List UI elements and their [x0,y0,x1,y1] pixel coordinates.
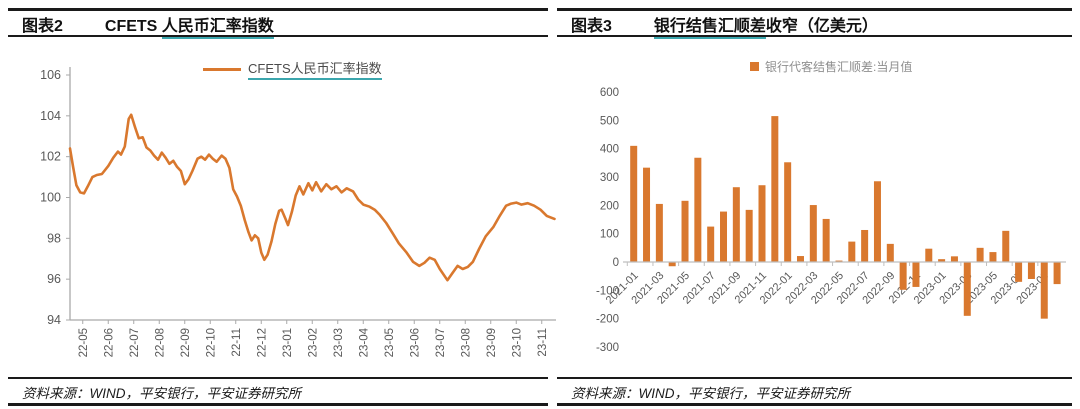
chart-header: 图表3 银行结售汇顺差收窄（亿美元） [571,12,878,39]
svg-text:23-08: 23-08 [460,328,472,357]
legend-line-swatch [203,67,241,71]
legend-square-swatch [750,62,759,71]
svg-text:400: 400 [600,144,619,156]
svg-text:200: 200 [600,200,619,212]
figure-title-underlined: 银行结售汇顺差 [653,18,766,39]
svg-text:104: 104 [40,109,61,123]
svg-text:102: 102 [40,150,61,164]
fx-settlement-bar-chart: 6005004003002001000-100-200-3002021-0120… [596,87,1066,354]
svg-text:22-08: 22-08 [154,328,166,357]
source-note: 资料来源：WIND，平安银行，平安证券研究所 [571,386,850,401]
figure-tag: 图表3 [571,18,612,35]
line-chart-legend: CFETS人民币汇率指数 [203,58,382,80]
svg-text:22-05: 22-05 [78,328,90,357]
header-bottom-rule [8,35,548,37]
svg-text:300: 300 [600,172,619,184]
svg-text:100: 100 [600,229,619,241]
svg-text:23-09: 23-09 [486,328,498,357]
svg-text:23-06: 23-06 [409,328,421,357]
svg-text:23-10: 23-10 [511,328,523,357]
svg-text:23-05: 23-05 [384,328,396,357]
figure-tag: 图表2 [22,18,63,35]
svg-text:23-03: 23-03 [333,328,345,357]
svg-text:0: 0 [613,257,619,269]
svg-text:22-10: 22-10 [205,328,217,357]
legend-label: 银行代客结售汇顺差:当月值 [765,60,913,74]
figure-title-plain: CFETS [104,18,162,35]
header-top-rule [8,8,548,11]
header-bottom-rule [557,35,1072,37]
source-bottom-rule [557,403,1072,406]
svg-text:22-06: 22-06 [103,328,115,357]
svg-text:23-04: 23-04 [358,327,370,357]
source-top-rule [557,377,1072,379]
svg-text:94: 94 [47,313,61,327]
source-note: 资料来源：WIND，平安银行，平安证券研究所 [22,386,301,401]
svg-text:22-09: 22-09 [180,328,192,357]
svg-text:500: 500 [600,115,619,127]
figure-title: CFETS 人民币汇率指数 [105,18,274,39]
svg-text:23-11: 23-11 [537,328,549,357]
svg-text:23-01: 23-01 [282,328,294,357]
figure-title-suffix: 收窄（亿美元） [765,18,878,35]
legend-label: CFETS人民币汇率指数 [248,58,382,80]
svg-text:22-07: 22-07 [129,328,141,357]
svg-text:96: 96 [47,272,61,286]
svg-text:98: 98 [47,231,61,245]
figure-panel-cfets: 图表2 CFETS 人民币汇率指数 CFETS人民币汇率指数 106 104 102 1… [8,0,557,409]
figure-title-underlined: 人民币汇率指数 [161,18,274,39]
svg-text:22-12: 22-12 [256,328,268,357]
svg-text:22-11: 22-11 [231,328,243,357]
svg-text:23-07: 23-07 [435,328,447,357]
svg-text:-200: -200 [596,314,619,326]
chart-header: 图表2 CFETS 人民币汇率指数 [22,12,274,39]
svg-text:600: 600 [600,87,619,99]
cfets-index-line-chart: 106 104 102 100 98 96 94 22-05 22-06 22-07 22-08 22… [40,67,556,357]
header-top-rule [557,8,1072,11]
source-bottom-rule [8,403,548,406]
svg-text:100: 100 [40,191,61,205]
figure-panel-fx-settlement: 图表3 银行结售汇顺差收窄（亿美元） 银行代客结售汇顺差:当月值 600 500 40… [557,0,1072,409]
figure-title: 银行结售汇顺差收窄（亿美元） [653,18,878,39]
svg-text:106: 106 [40,68,61,82]
svg-text:23-02: 23-02 [307,328,319,357]
source-top-rule [8,377,548,379]
bar-chart-legend: 银行代客结售汇顺差:当月值 [750,58,912,75]
svg-text:-300: -300 [596,342,619,354]
svg-text:-100: -100 [596,285,619,297]
